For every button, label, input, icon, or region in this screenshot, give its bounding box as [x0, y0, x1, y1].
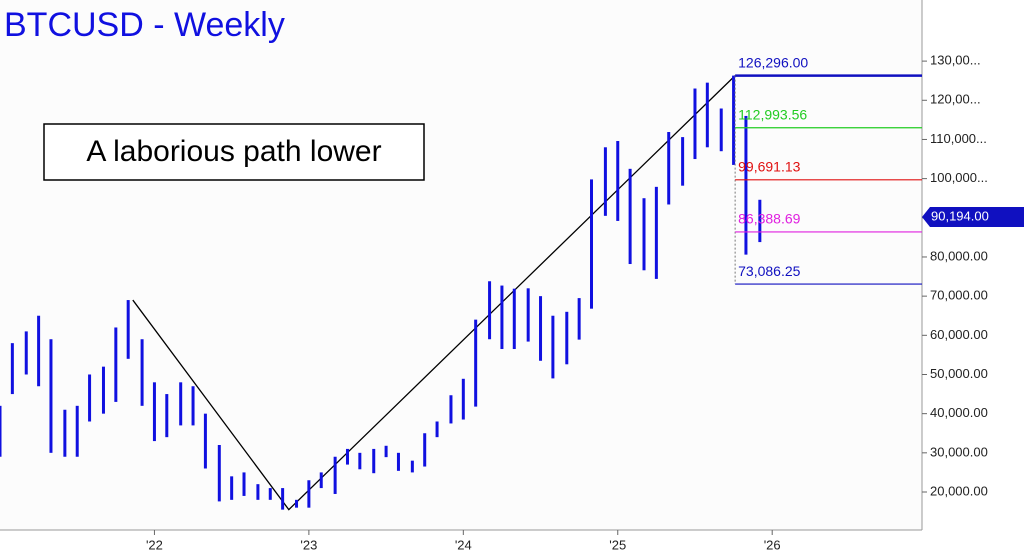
price-bar [642, 198, 646, 271]
price-bar [719, 108, 723, 152]
x-tick-label: '24 [455, 537, 472, 552]
plot-area [0, 0, 922, 530]
y-tick-label: 20,000.00 [930, 483, 988, 498]
y-tick-label: 40,000.00 [930, 405, 988, 420]
x-tick-label: '22 [146, 537, 163, 552]
price-bar [654, 186, 658, 279]
price-bar [512, 288, 516, 350]
x-tick-label: '23 [300, 537, 317, 552]
price-bar [114, 327, 118, 402]
price-bar [384, 445, 388, 458]
price-bar [242, 472, 246, 496]
price-bar [744, 115, 748, 255]
y-tick-label: 110,000... [930, 131, 987, 146]
price-bar [10, 343, 14, 395]
price-bar [693, 88, 697, 160]
price-bar [372, 448, 376, 474]
price-bar [345, 448, 349, 465]
price-bar [281, 488, 285, 510]
y-tick-label: 80,000.00 [930, 248, 988, 263]
price-bar [152, 382, 156, 442]
price-bar [230, 476, 234, 500]
price-bar [628, 168, 632, 265]
trend-line [132, 75, 736, 511]
price-bar [449, 395, 453, 424]
price-bar [667, 132, 671, 205]
price-bar [681, 137, 685, 186]
price-bar [179, 382, 183, 426]
price-bar [488, 281, 492, 340]
price-bar [526, 288, 530, 342]
annotation: A laborious path lower [86, 135, 381, 168]
price-bar [616, 141, 620, 221]
y-tick-label: 30,000.00 [930, 444, 988, 459]
x-tick-label: '25 [609, 537, 626, 552]
price-bar [37, 315, 41, 387]
price-bar [474, 319, 478, 407]
price-bar [49, 339, 53, 453]
price-bar [75, 405, 79, 457]
price-bar [165, 394, 169, 438]
price-bar [500, 285, 504, 350]
y-tick-label: 130,00... [930, 53, 981, 68]
price-bar [24, 331, 28, 375]
price-bar [705, 82, 709, 148]
price-bar [423, 433, 427, 467]
price-bar [191, 386, 195, 426]
y-tick-label: 50,000.00 [930, 366, 988, 381]
chart-title: BTCUSD - Weekly [4, 6, 285, 44]
level-label: 99,691.13 [738, 159, 800, 175]
price-bar [603, 147, 607, 216]
price-bar [256, 484, 260, 500]
price-bar [101, 366, 105, 414]
level-label: 112,993.56 [738, 106, 807, 122]
y-tick-label: 100,000... [930, 170, 988, 185]
price-bar [358, 452, 362, 470]
price-bar [307, 480, 311, 508]
price-bar [140, 339, 144, 406]
price-bar [461, 378, 465, 420]
y-tick-label: 70,000.00 [930, 288, 988, 303]
price-bar [63, 409, 67, 457]
level-label: 86,388.69 [738, 211, 800, 227]
last-price-tag [922, 207, 1024, 228]
price-bar [268, 488, 272, 500]
price-bar [758, 199, 762, 243]
x-tick-label: '26 [764, 537, 781, 552]
last-price-label: 90,194.00 [931, 208, 989, 223]
price-bar [410, 460, 414, 473]
price-bar [732, 75, 736, 165]
level-label: 73,086.25 [738, 263, 800, 279]
y-tick-label: 120,00... [930, 92, 981, 107]
price-bar [0, 405, 2, 457]
price-bar [551, 315, 555, 379]
price-bar [203, 413, 207, 469]
price-bar [396, 452, 400, 471]
price-bar [126, 300, 130, 359]
price-bar [217, 444, 221, 502]
y-tick-label: 60,000.00 [930, 327, 988, 342]
price-bar [88, 374, 92, 422]
price-bar [590, 179, 594, 309]
price-bar [319, 472, 323, 489]
price-bar [333, 456, 337, 494]
price-bar [435, 421, 439, 438]
price-bar [539, 296, 543, 361]
level-label: 126,296.00 [738, 54, 808, 70]
price-bar [565, 311, 569, 365]
annotation-box [43, 123, 425, 181]
price-bar [295, 499, 299, 508]
price-bar [577, 298, 581, 340]
